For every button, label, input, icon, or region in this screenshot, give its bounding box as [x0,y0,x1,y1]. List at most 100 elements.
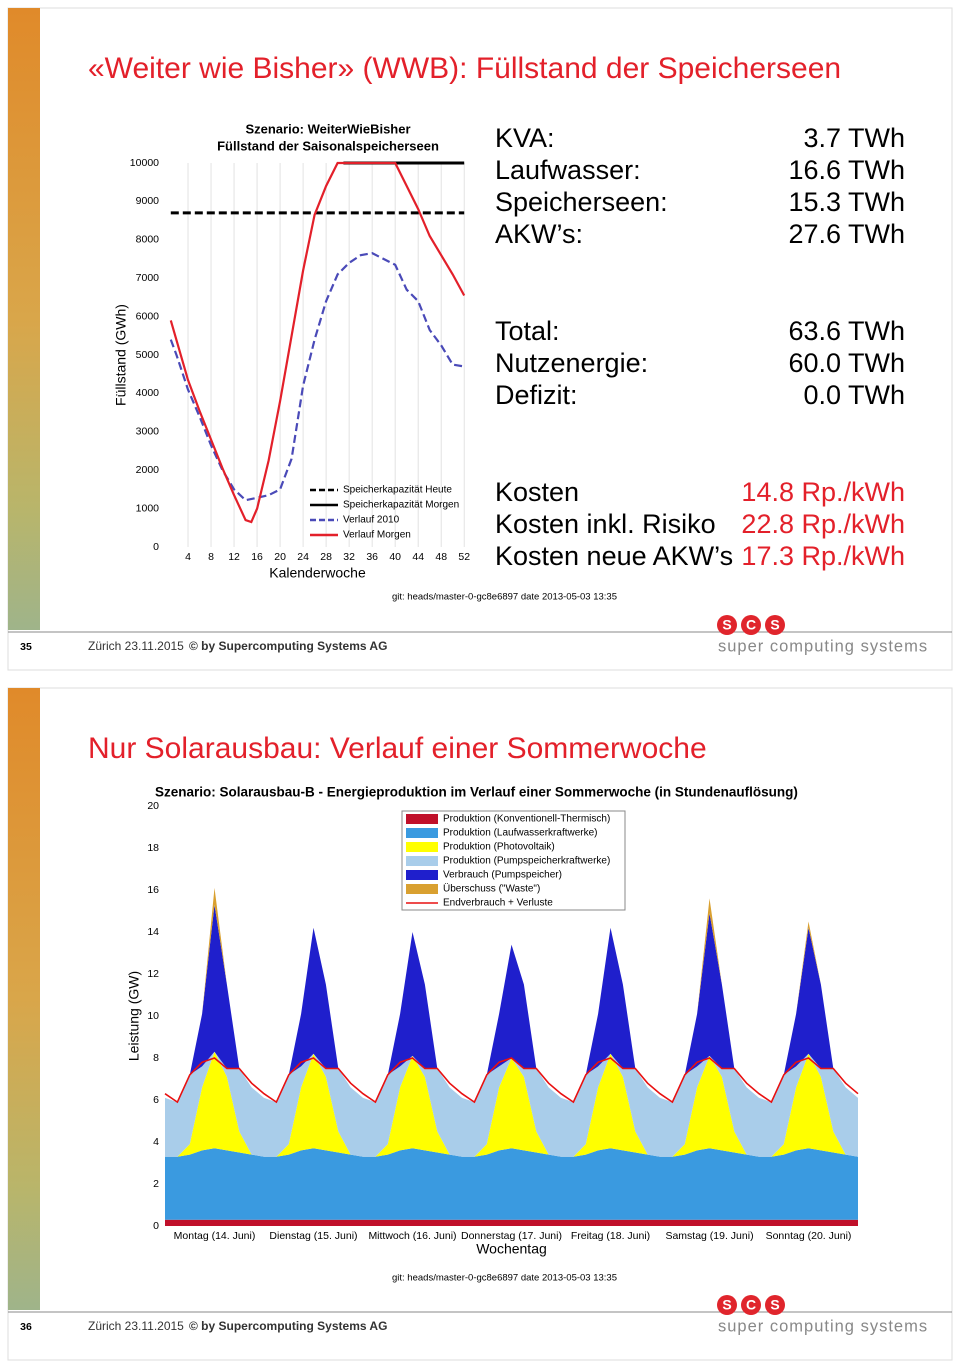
x-tick-label: 44 [412,551,424,563]
stat-label: Laufwasser: [495,155,641,185]
stat-value: 15.3 TWh [788,187,905,217]
stat-value: 3.7 TWh [803,123,905,153]
slide-frame [7,7,953,671]
logo-dot [717,615,737,635]
slide-number: 35 [20,641,32,653]
series-area [165,1051,858,1157]
stat-label: Kosten inkl. Risiko [495,509,716,539]
x-tick-label: Mittwoch (16. Juni) [368,1230,456,1242]
x-tick-label: 48 [435,551,447,563]
stat-value: 0.0 TWh [803,380,905,410]
y-tick-label: 1000 [136,502,160,514]
x-tick-label: 24 [297,551,309,563]
chart-title: Szenario: WeiterWieBisher [245,121,410,136]
y-tick-label: 5000 [136,349,160,361]
logo-text: super computing systems [718,1317,928,1335]
x-tick-label: 32 [343,551,355,563]
y-tick-label: 6000 [136,310,160,322]
x-tick-label: 36 [366,551,378,563]
y-tick-label: 10 [147,1010,159,1022]
slide-strip [8,688,40,1310]
logo-text: super computing systems [718,637,928,655]
y-tick-label: 2000 [136,464,160,476]
stat-value: 22.8 Rp./kWh [741,509,905,539]
legend-label: Verlauf Morgen [343,530,411,541]
legend-label: Überschuss ("Waste") [443,883,540,895]
legend-swatch [406,856,438,866]
x-tick-label: 40 [389,551,401,563]
series-area [165,1148,858,1220]
y-tick-label: 0 [153,1220,159,1232]
x-tick-label: 12 [228,551,240,563]
legend-label: Produktion (Konventionell-Thermisch) [443,814,610,825]
y-tick-label: 0 [153,541,159,553]
logo-dot [765,615,785,635]
legend-label: Verbrauch (Pumpspeicher) [443,870,562,881]
stat-value: 27.6 TWh [788,219,905,249]
legend-label: Produktion (Photovoltaik) [443,842,555,853]
x-tick-label: 8 [208,551,214,563]
stat-label: Speicherseen: [495,187,668,217]
footer-date: Zürich 23.11.2015 [88,1319,184,1333]
stat-label: KVA: [495,123,555,153]
y-tick-label: 4000 [136,387,160,399]
series-area [165,904,858,1103]
stat-value: 16.6 TWh [788,155,905,185]
legend-swatch [406,870,438,880]
footer-date: Zürich 23.11.2015 [88,639,184,653]
stat-label: Defizit: [495,380,578,410]
x-tick-label: Freitag (18. Juni) [571,1230,650,1242]
series-area [165,1219,858,1226]
slide-title: Nur Solarausbau: Verlauf einer Sommerwoc… [88,732,707,765]
stat-value: 17.3 Rp./kWh [741,541,905,571]
x-tick-label: 52 [458,551,470,563]
legend-label: Speicherkapazität Morgen [343,500,459,511]
y-tick-label: 2 [153,1178,159,1190]
stat-value: 63.6 TWh [788,316,905,346]
legend-label: Endverbrauch + Verluste [443,898,553,909]
x-tick-label: Samstag (19. Juni) [665,1230,753,1242]
y-tick-label: 6 [153,1094,159,1106]
logo-letter: S [770,1297,779,1313]
y-tick-label: 7000 [136,272,160,284]
y-axis-label: Füllstand (GWh) [113,304,129,406]
x-tick-label: Donnerstag (17. Juni) [461,1230,562,1242]
x-axis-label: Wochentag [476,1241,547,1257]
series-line [164,1057,859,1104]
legend-label: Speicherkapazität Heute [343,485,452,496]
logo-dot [741,615,761,635]
y-tick-label: 9000 [136,195,160,207]
y-tick-label: 20 [147,800,159,812]
y-tick-label: 18 [147,842,159,854]
stat-value: 60.0 TWh [788,348,905,378]
stat-label: Kosten [495,477,579,507]
y-tick-label: 4 [153,1136,159,1148]
chart-title: Szenario: Solarausbau-B - Energieprodukt… [155,785,798,800]
x-tick-label: Montag (14. Juni) [174,1230,256,1242]
git-stamp: git: heads/master-0-gc8e6897 date 2013-0… [392,1273,617,1284]
stat-label: Total: [495,316,560,346]
series-line [169,252,465,502]
x-tick-label: 16 [251,551,263,563]
y-tick-label: 10000 [130,157,159,169]
stat-label: AKW’s: [495,219,583,249]
series-area [165,1051,858,1157]
y-tick-label: 3000 [136,426,160,438]
y-tick-label: 14 [147,926,159,938]
slide-title: «Weiter wie Bisher» (WWB): Füllstand der… [88,52,841,85]
legend-swatch [406,884,438,894]
slide-strip [8,8,40,630]
legend-label: Verlauf 2010 [343,515,400,526]
logo-letter: S [770,617,779,633]
logo-dot [765,1295,785,1315]
x-tick-label: 4 [185,551,191,563]
chart-subtitle: Füllstand der Saisonalspeicherseen [217,138,439,153]
stat-value: 14.8 Rp./kWh [741,477,905,507]
y-tick-label: 12 [147,968,159,980]
y-tick-label: 8000 [136,234,160,246]
legend-box [401,810,626,911]
footer-copyright: © by Supercomputing Systems AG [189,1319,387,1333]
x-tick-label: Sonntag (20. Juni) [766,1230,852,1242]
footer-copyright: © by Supercomputing Systems AG [189,639,387,653]
